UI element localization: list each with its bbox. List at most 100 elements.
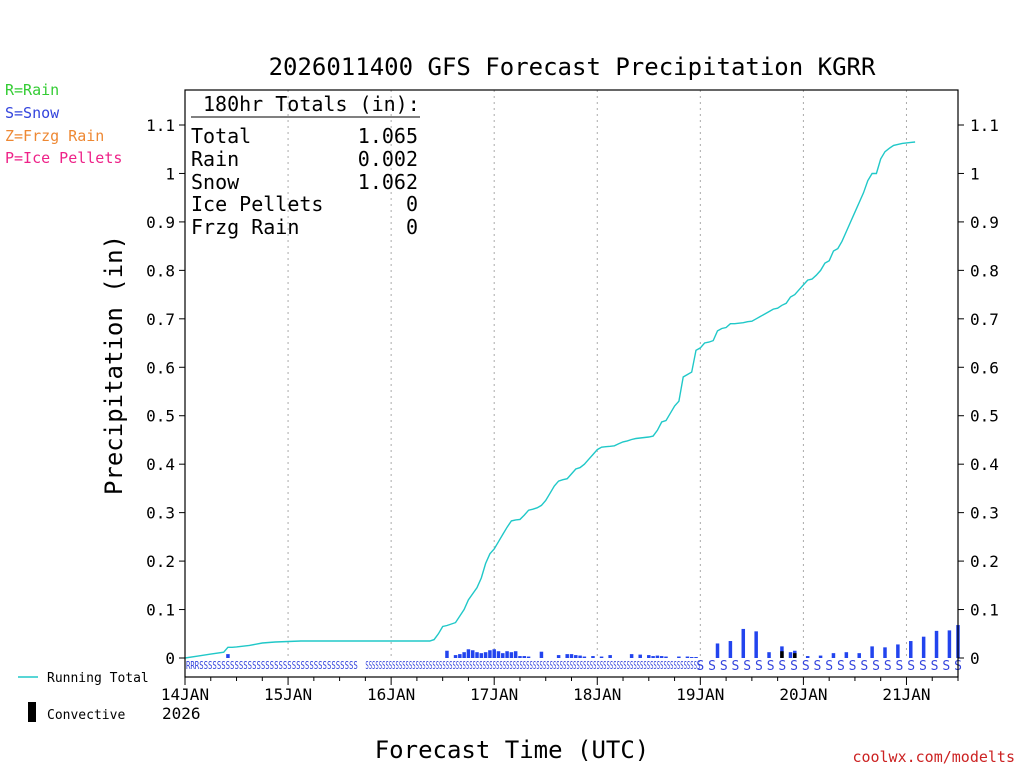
precip-bar — [505, 651, 509, 658]
y-axis-label: Precipitation (in) — [100, 235, 128, 495]
ptype-marker: S — [814, 659, 822, 674]
ptype-legend-snow: S=Snow — [5, 104, 60, 122]
ptype-marker: S — [837, 659, 845, 674]
precip-bar — [462, 652, 466, 658]
x-tick-label: 15JAN — [264, 685, 312, 704]
ptype-marker: S — [825, 659, 833, 674]
vertical-gridlines — [287, 90, 907, 658]
convective-legend-swatch — [28, 702, 36, 722]
precip-bar — [608, 655, 612, 658]
precip-bar — [883, 647, 887, 658]
precip-bar — [629, 654, 634, 658]
y-tick-label-right: 0.9 — [970, 213, 999, 232]
precip-bar — [947, 630, 952, 658]
ptype-marker: S — [696, 659, 704, 674]
precip-bar — [458, 654, 462, 658]
precip-bar — [844, 652, 849, 658]
ptype-marker: S — [802, 659, 810, 674]
precip-bar — [767, 652, 771, 658]
y-tick-label-right: 0 — [970, 649, 980, 668]
precip-bar — [569, 654, 574, 658]
ptype-marker: S — [708, 659, 716, 674]
y-tick-label-left: 0.6 — [146, 358, 175, 377]
precip-bar — [556, 655, 561, 658]
ptype-marker: S — [884, 659, 892, 674]
precip-bar — [226, 654, 230, 658]
y-tick-label-left: 0.7 — [146, 310, 175, 329]
y-tick-label-right: 1 — [970, 164, 980, 183]
precip-bar — [651, 656, 655, 658]
totals-label-frzg-rain: Frzg Rain — [191, 215, 299, 239]
precip-bar — [574, 655, 578, 658]
precip-bar — [479, 653, 484, 658]
precip-bar — [694, 657, 698, 658]
precip-bar — [831, 653, 836, 658]
ptype-marker: S — [720, 659, 728, 674]
ptype-legend-frzg-rain: Z=Frzg Rain — [5, 127, 104, 145]
precip-bar — [896, 644, 900, 658]
y-tick-label-left: 1.1 — [146, 116, 175, 135]
ptype-marker: S — [743, 659, 751, 674]
y-tick-label-right: 0.2 — [970, 552, 999, 571]
precip-bar — [818, 655, 823, 658]
precip-bar — [909, 641, 913, 658]
ptype-marker: S — [849, 659, 857, 674]
convective-bar — [793, 653, 797, 658]
totals-label-total: Total — [191, 124, 251, 148]
precip-bar — [728, 641, 733, 658]
precip-bar — [492, 649, 496, 658]
convective-bar — [780, 651, 784, 658]
precip-bar — [741, 628, 746, 658]
x-tick-label: 14JAN — [161, 685, 209, 704]
running-total-line — [184, 141, 916, 659]
precip-bar — [599, 656, 604, 658]
precip-bar — [689, 657, 694, 658]
totals-label-ice-pellets: Ice Pellets — [191, 192, 323, 216]
ptype-marker: S — [860, 659, 868, 674]
chart-title: 2026011400 GFS Forecast Precipitation KG… — [269, 53, 876, 81]
y-tick-label-left: 1 — [165, 164, 175, 183]
precip-bar — [591, 656, 595, 658]
precip-bar — [934, 630, 939, 658]
ptype-dense-row: SSSSSSSSSSSSSSSSSSSSSSSSSSSSSSSSSSSSSSSS… — [365, 659, 700, 672]
y-tick-label-right: 0.1 — [970, 601, 999, 620]
precip-bar — [522, 656, 527, 658]
y-tick-label-left: 0.3 — [146, 504, 175, 523]
totals-box: 180hr Totals (in): Total 1.065 Rain 0.00… — [191, 92, 420, 239]
totals-value-snow: 1.062 — [358, 170, 418, 194]
totals-value-rain: 0.002 — [358, 147, 418, 171]
year-label: 2026 — [162, 704, 201, 723]
y-tick-label-right: 0.3 — [970, 504, 999, 523]
ptype-marker: S — [896, 659, 904, 674]
y-tick-label-left: 0.8 — [146, 261, 175, 280]
precip-bar — [513, 651, 518, 658]
x-tick-label: 17JAN — [470, 685, 518, 704]
precip-bar — [488, 650, 492, 658]
y-tick-label-left: 0.4 — [146, 455, 175, 474]
x-tick-label: 21JAN — [882, 685, 930, 704]
totals-label-snow: Snow — [191, 170, 240, 194]
precip-bar — [466, 649, 471, 658]
y-tick-label-right: 1.1 — [970, 116, 999, 135]
precip-bar — [870, 646, 874, 658]
precip-bar — [805, 656, 810, 658]
y-tick-label-right: 0.7 — [970, 310, 999, 329]
ptype-marker: S — [942, 659, 950, 674]
x-tick-label: 19JAN — [676, 685, 724, 704]
ptype-marker: S — [790, 659, 798, 674]
precip-bar — [539, 651, 544, 658]
ptype-marker: S — [778, 659, 786, 674]
y-tick-label-left: 0.1 — [146, 601, 175, 620]
precip-bar — [788, 652, 793, 658]
precip-bar — [921, 636, 926, 658]
x-tick-label: 20JAN — [779, 685, 827, 704]
precip-bar — [518, 656, 522, 658]
running-total-series — [184, 141, 916, 659]
precip-bar — [496, 651, 501, 658]
totals-value-frzg-rain: 0 — [406, 215, 418, 239]
precip-bar — [677, 656, 681, 658]
precip-bar — [453, 655, 458, 658]
precip-bar — [857, 653, 861, 658]
precip-bar — [509, 652, 514, 658]
